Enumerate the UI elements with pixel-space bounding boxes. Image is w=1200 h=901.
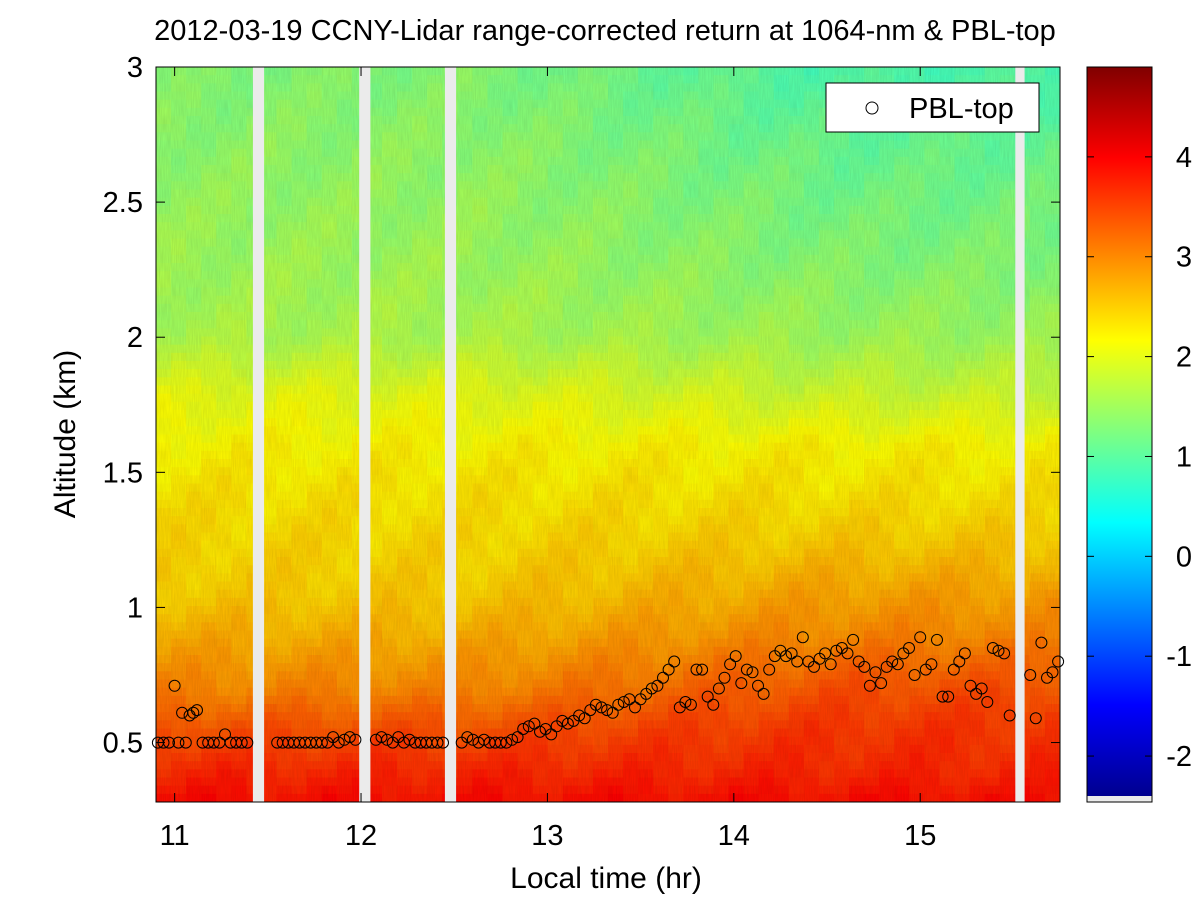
chart-title: 2012-03-19 CCNY-Lidar range-corrected re… <box>154 15 1056 47</box>
